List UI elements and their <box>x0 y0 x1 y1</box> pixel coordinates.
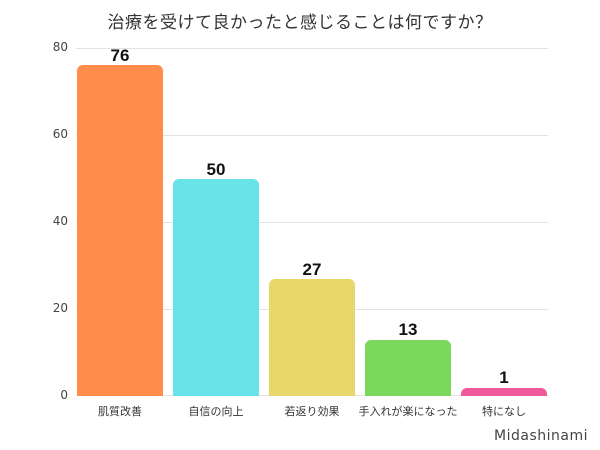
x-tick: 若返り効果 <box>284 405 340 418</box>
brand-watermark: Midashinami <box>494 428 588 444</box>
bar-skin-improvement <box>77 65 163 396</box>
gridline <box>76 222 548 223</box>
x-tick: 特になし <box>482 405 526 418</box>
y-tick: 80 <box>52 40 68 54</box>
bar-rejuvenation <box>269 279 355 396</box>
bar-confidence <box>173 179 259 396</box>
bar-easier-care <box>365 340 451 396</box>
bar-nothing <box>461 388 547 396</box>
y-tick: 60 <box>52 127 68 141</box>
x-tick: 肌質改善 <box>98 405 142 418</box>
data-label: 50 <box>206 160 226 179</box>
y-tick: 40 <box>52 214 68 228</box>
data-label: 13 <box>398 320 418 339</box>
data-label: 1 <box>499 368 509 387</box>
data-label: 27 <box>302 260 322 279</box>
plot-area: 76 50 27 13 1 <box>76 46 548 396</box>
gridline <box>76 135 548 136</box>
y-tick: 20 <box>52 301 68 315</box>
gridline <box>76 48 548 49</box>
data-label: 76 <box>110 46 130 65</box>
x-tick: 手入れが楽になった <box>358 405 458 418</box>
y-tick: 0 <box>60 388 68 402</box>
x-tick: 自信の向上 <box>188 405 244 418</box>
chart-title: 治療を受けて良かったと感じることは何ですか？ <box>107 13 493 33</box>
